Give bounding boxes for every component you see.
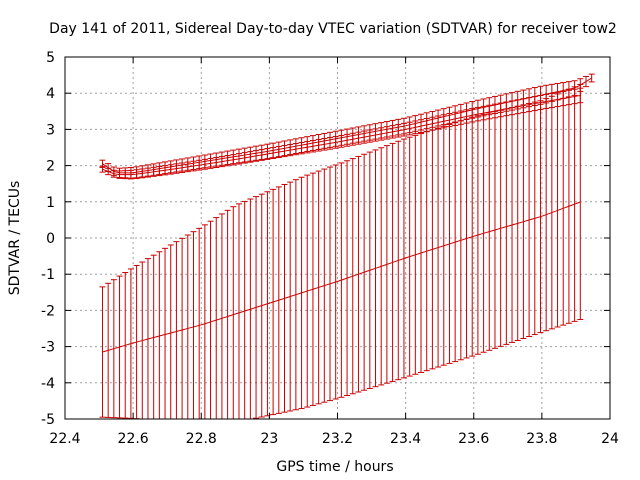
x-tick-label: 23.8 (526, 431, 557, 447)
y-tick-label: 3 (46, 122, 55, 138)
y-tick-label: 2 (46, 159, 55, 175)
y-tick-label: -3 (41, 340, 55, 356)
y-tick-label: 5 (46, 50, 55, 66)
y-tick-label: -5 (41, 412, 55, 428)
x-tick-label: 23.2 (322, 431, 353, 447)
x-tick-label: 22.4 (49, 431, 80, 447)
plot-area (99, 73, 595, 420)
y-axis-label: SDTVAR / TECUs (7, 181, 23, 296)
series-middle (99, 87, 584, 180)
series-lower (99, 83, 584, 420)
y-tick-label: 1 (46, 195, 55, 211)
axis-ticks: 22.4 22.6 22.8 23 23.2 23.4 23.6 23.8 24-5-4-3-2… (41, 50, 619, 447)
series-line-lower (102, 201, 581, 353)
y-tick-label: -1 (41, 267, 55, 283)
chart-title: Day 141 of 2011, Sidereal Day-to-day VTE… (49, 21, 617, 37)
y-tick-label: 0 (46, 231, 55, 247)
x-tick-label: 22.8 (186, 431, 217, 447)
x-tick-label: 23 (260, 431, 278, 447)
x-tick-label: 23.4 (390, 431, 421, 447)
y-tick-label: 4 (46, 86, 55, 102)
x-tick-label: 22.6 (118, 431, 149, 447)
series-line-upper (102, 77, 592, 174)
x-tick-label: 24 (601, 431, 619, 447)
y-tick-label: -4 (41, 376, 55, 392)
y-tick-label: -2 (41, 303, 55, 319)
x-tick-label: 23.6 (458, 431, 489, 447)
x-axis-label: GPS time / hours (276, 459, 393, 475)
